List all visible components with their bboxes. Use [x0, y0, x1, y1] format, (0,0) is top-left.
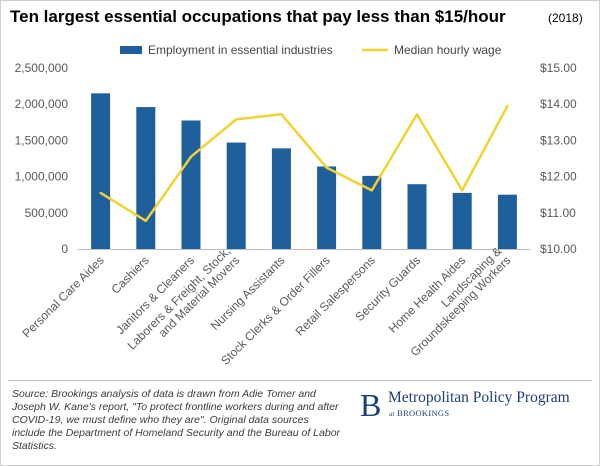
wage-point	[415, 113, 419, 116]
logo-letter: B	[360, 387, 382, 423]
source-note: Source: Brookings analysis of data is dr…	[12, 388, 341, 452]
y-right-tick-label: $13.00	[540, 133, 577, 147]
bar-series	[91, 93, 517, 250]
x-tick-label: Retail Salespersons	[293, 253, 378, 338]
x-tick-label-text: Cashiers	[109, 253, 152, 296]
logo-sub: at BROOKINGS	[389, 408, 449, 418]
logo-program-name: Metropolitan Policy Program	[388, 389, 570, 406]
brookings-logo: B Metropolitan Policy Program at BROOKIN…	[360, 387, 592, 423]
wage-point	[280, 113, 283, 116]
bar	[181, 120, 201, 250]
x-tick-label: Cashiers	[109, 253, 152, 296]
legend-label-wage: Median hourly wage	[394, 43, 502, 57]
y-left-tick-label: 2,500,000	[15, 61, 69, 75]
y-right-tick-label: $11.00	[540, 206, 576, 220]
wage-point	[235, 118, 238, 121]
x-tick-label-text: Personal Care Aides	[19, 253, 106, 340]
wage-point	[189, 155, 193, 158]
y-right-tick-label: $15.00	[540, 61, 577, 75]
wage-point	[99, 191, 102, 195]
chart-svg: Employment in essential industries Median…	[15, 43, 577, 368]
y-left-tick-label: 0	[61, 242, 68, 256]
wage-point	[370, 189, 373, 192]
wage-point	[506, 104, 509, 108]
bar	[452, 192, 472, 249]
y-left-tick-label: 2,000,000	[15, 97, 69, 111]
bar	[136, 107, 156, 249]
y-axis-right: $10.00 $11.00 $12.00 $13.00 $14.00 $15.00	[540, 61, 577, 256]
wage-point	[144, 219, 147, 222]
chart-title: Ten largest essential occupations that p…	[10, 7, 506, 26]
legend-label-employment: Employment in essential industries	[148, 43, 333, 57]
wage-point	[325, 166, 328, 169]
legend-swatch-employment	[120, 46, 142, 54]
y-axis-left: 0 500,000 1,000,000 1,500,000 2,000,000 2,500…	[15, 61, 69, 256]
footer-divider	[8, 380, 592, 381]
chart-year-note: (2018)	[548, 11, 583, 25]
bar	[362, 175, 382, 249]
legend: Employment in essential industries Median…	[120, 43, 502, 57]
x-tick-label-line: Retail Salespersons	[293, 253, 378, 338]
bar	[91, 93, 111, 249]
bar	[271, 148, 291, 249]
wage-point	[461, 189, 464, 192]
bar	[317, 166, 337, 249]
bar	[497, 194, 517, 249]
y-right-tick-label: $10.00	[540, 242, 577, 256]
y-right-tick-label: $14.00	[540, 97, 577, 111]
x-tick-label-line: and Material Movers	[156, 253, 243, 340]
y-left-tick-label: 1,000,000	[15, 170, 69, 184]
y-left-tick-label: 1,500,000	[15, 133, 69, 147]
x-tick-label-line: Personal Care Aides	[19, 253, 106, 340]
y-left-tick-label: 500,000	[25, 206, 69, 220]
bar	[226, 142, 246, 249]
line-series	[99, 104, 509, 223]
x-tick-label-line: Cashiers	[109, 253, 152, 296]
x-tick-label-text: Retail Salespersons	[293, 253, 378, 338]
bar	[407, 184, 427, 249]
logo-sub-org: BROOKINGS	[397, 408, 450, 418]
y-right-tick-label: $12.00	[540, 170, 577, 184]
wage-line	[99, 105, 509, 223]
logo-sub-at: at	[389, 410, 395, 418]
x-tick-label: Personal Care Aides	[19, 253, 106, 340]
